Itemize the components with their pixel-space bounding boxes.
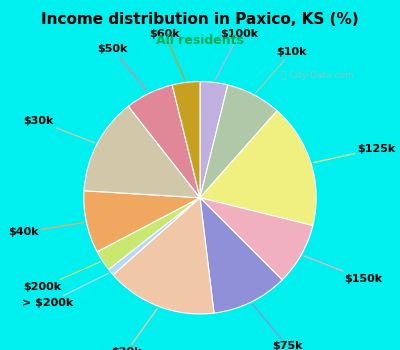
- Text: $30k: $30k: [24, 116, 94, 143]
- Wedge shape: [113, 198, 214, 314]
- Wedge shape: [108, 198, 200, 275]
- Text: $10k: $10k: [256, 47, 307, 93]
- Wedge shape: [172, 82, 200, 198]
- Wedge shape: [200, 82, 228, 198]
- Wedge shape: [84, 106, 200, 198]
- Text: $150k: $150k: [304, 256, 382, 284]
- Text: All residents: All residents: [156, 34, 244, 47]
- Wedge shape: [200, 198, 282, 313]
- Wedge shape: [200, 198, 313, 280]
- Text: ⓘ City-Data.com: ⓘ City-Data.com: [281, 71, 354, 80]
- Wedge shape: [84, 191, 200, 252]
- Wedge shape: [200, 111, 316, 225]
- Text: $100k: $100k: [215, 29, 258, 80]
- Text: > $200k: > $200k: [22, 273, 108, 308]
- Text: Income distribution in Paxico, KS (%): Income distribution in Paxico, KS (%): [41, 12, 359, 27]
- Text: $60k: $60k: [150, 29, 185, 80]
- Text: $200k: $200k: [23, 262, 100, 292]
- Text: $125k: $125k: [314, 144, 396, 163]
- Wedge shape: [128, 85, 200, 198]
- Wedge shape: [97, 198, 200, 270]
- Wedge shape: [200, 85, 277, 198]
- Text: $40k: $40k: [8, 223, 84, 237]
- Text: $20k: $20k: [111, 309, 157, 350]
- Text: $50k: $50k: [97, 44, 147, 91]
- Text: $75k: $75k: [253, 304, 303, 350]
